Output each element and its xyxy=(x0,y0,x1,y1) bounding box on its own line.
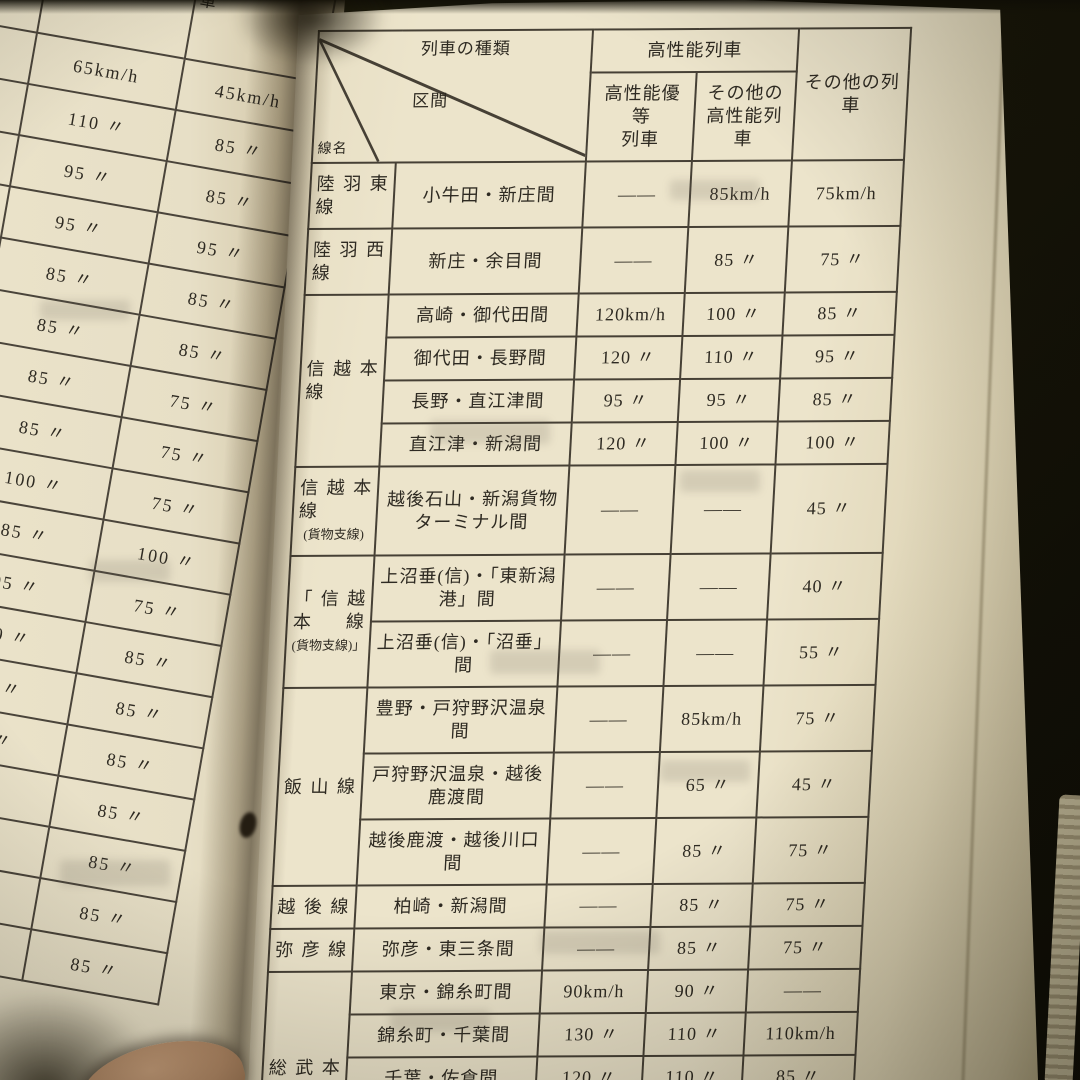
speed-value-cell: ―― xyxy=(553,685,664,753)
header-other-trains: その他の列 車 xyxy=(791,27,912,161)
table-row: 御代田・長野間 120 〃 110 〃 95 〃 xyxy=(300,334,895,381)
table-row: 「信越本線 (貨物支線)」 上沼垂(信)・「東新潟港」間 ―― ―― 40 〃 xyxy=(283,552,883,688)
speed-value-cell: 120 〃 xyxy=(569,421,678,466)
section-cell: 越後鹿渡・越後川口間 xyxy=(356,818,551,886)
page-edge-texture xyxy=(1044,794,1080,1080)
speed-value-cell: ―― xyxy=(546,817,657,885)
show-through-smudge xyxy=(390,1010,490,1032)
header-hp-superior: 高性能優等 列車 xyxy=(585,72,697,162)
show-through-smudge xyxy=(430,420,550,444)
table-row: 錦糸町・千葉間 130 〃 110 〃 110km/h xyxy=(263,1011,858,1058)
table-row: 直江津・新潟間 120 〃 100 〃 100 〃 xyxy=(295,420,890,467)
section-cell: 千葉・佐倉間 xyxy=(345,1056,538,1080)
speed-value-cell: 85 〃 xyxy=(782,291,897,336)
speed-value-cell: 85km/h xyxy=(659,685,764,752)
background-top-shadow xyxy=(0,0,1080,14)
table-row: 越後線 柏崎・新潟間 ―― 85 〃 75 〃 xyxy=(270,882,865,929)
speed-value-cell: 85 〃 xyxy=(777,377,893,422)
speed-value-cell: 55 〃 xyxy=(763,618,880,686)
speed-value-cell: 100 〃 xyxy=(682,292,785,337)
section-cell: 高崎・御代田間 xyxy=(386,293,579,338)
table-row: 長野・直江津間 95 〃 95 〃 85 〃 xyxy=(298,377,893,424)
speed-value-cell: 85 〃 xyxy=(648,926,751,970)
section-cell: 上沼垂(信)・「東新潟港」間 xyxy=(370,554,565,622)
section-cell: 新庄・余目間 xyxy=(388,227,583,295)
gutter-top-shadow xyxy=(236,0,386,66)
speed-value-cell: 110 〃 xyxy=(680,335,783,380)
table-row: 信越本線 高崎・御代田間 120km/h 100 〃 85 〃 xyxy=(295,291,897,467)
speed-value-cell: 120km/h xyxy=(576,293,685,337)
speed-value-cell: 120 〃 xyxy=(535,1055,644,1080)
speed-value-cell: 110 〃 xyxy=(641,1055,744,1080)
speed-value-cell: 110 〃 xyxy=(643,1012,746,1056)
table-row: 陸羽東線 小牛田・新庄間 ―― 85km/h 75km/h xyxy=(308,159,904,229)
speed-value-cell: 75 〃 xyxy=(748,925,863,970)
speed-value-cell: 75 〃 xyxy=(784,225,901,293)
speed-value-cell: 90 〃 xyxy=(645,969,749,1013)
speed-value-cell: 120 〃 xyxy=(574,336,683,380)
speed-value-cell: 90km/h xyxy=(539,969,649,1014)
section-cell: 豊野・戸狩野沢温泉間 xyxy=(363,686,558,754)
section-cell: 小牛田・新庄間 xyxy=(392,161,586,229)
header-train-type: 列車の種類 xyxy=(420,38,512,59)
table-row: 越後鹿渡・越後川口間 ―― 85 〃 75 〃 xyxy=(273,816,869,886)
show-through-smudge xyxy=(40,300,130,320)
show-through-smudge xyxy=(680,470,760,492)
section-cell: 柏崎・新潟間 xyxy=(354,884,547,929)
show-through-smudge xyxy=(670,180,760,200)
speed-table: 列車の種類 区間 線名 高性能列車 その他の列 車高性能優等 列車 その他の 高性能列車陸… xyxy=(255,27,912,1080)
speed-value-cell: 85 〃 xyxy=(652,817,757,884)
speed-value-cell: 45 〃 xyxy=(756,750,872,818)
speed-value-cell: 85 〃 xyxy=(684,226,789,294)
speed-value-cell: 40 〃 xyxy=(767,552,883,620)
header-section: 区間 xyxy=(411,91,449,111)
show-through-smudge xyxy=(90,560,170,582)
show-through-smudge xyxy=(660,760,750,782)
speed-value-cell: ―― xyxy=(578,227,689,294)
show-through-smudge xyxy=(490,650,600,674)
speed-value-cell: ―― xyxy=(564,464,676,555)
header-hp-other: その他の 高性能列車 xyxy=(691,71,797,162)
speed-value-cell: ―― xyxy=(745,968,861,1013)
table-row: 飯山線 豊野・戸狩野沢温泉間 ―― 85km/h 75 〃 xyxy=(272,684,876,886)
speed-value-cell: 75 〃 xyxy=(752,816,869,884)
speed-value-cell: 110km/h xyxy=(743,1011,858,1056)
speed-value-cell: ―― xyxy=(550,751,660,819)
speed-value-cell: 95 〃 xyxy=(571,379,681,423)
table-row: 信越本線 (貨物支線) 越後石山・新潟貨物ターミナル間 ―― ―― 45 〃 xyxy=(290,463,888,556)
section-cell: 弥彦・東三条間 xyxy=(351,927,545,972)
table-row: 千葉・佐倉間 120 〃 110 〃 85 〃 xyxy=(261,1054,856,1080)
section-cell: 越後石山・新潟貨物ターミナル間 xyxy=(374,465,570,556)
section-cell: 戸狩野沢温泉・越後鹿渡間 xyxy=(360,752,554,820)
speed-value-cell: 45 〃 xyxy=(770,463,888,554)
speed-value-cell: 75 〃 xyxy=(759,684,876,752)
page-crease xyxy=(961,8,1006,1080)
speed-value-cell: ―― xyxy=(663,619,768,686)
table-row: 総武本線 東京・錦糸町間 90km/h 90 〃 ―― xyxy=(256,968,861,1080)
speed-value-cell: ―― xyxy=(667,553,771,620)
section-cell: 御代田・長野間 xyxy=(384,336,577,381)
show-through-smudge xyxy=(540,930,660,954)
show-through-smudge xyxy=(60,860,170,886)
speed-value-cell: 100 〃 xyxy=(775,420,890,465)
table-row: 陸羽西線 新庄・余目間 ―― 85 〃 75 〃 xyxy=(304,225,901,295)
speed-value-cell: 85 〃 xyxy=(741,1054,856,1080)
table-row: 戸狩野沢温泉・越後鹿渡間 ―― 65 〃 45 〃 xyxy=(276,750,872,820)
section-cell: 東京・錦糸町間 xyxy=(349,970,543,1015)
header-high-performance: 高性能列車 xyxy=(590,28,800,73)
speed-value-cell: 85 〃 xyxy=(650,883,753,927)
speed-value-cell: 95 〃 xyxy=(677,378,781,422)
section-cell: 長野・直江津間 xyxy=(381,379,575,424)
right-page: 列車の種類 区間 線名 高性能列車 その他の列 車高性能優等 列車 その他の 高性能列車陸… xyxy=(248,0,1038,1080)
speed-value-cell: 100 〃 xyxy=(675,421,778,465)
speed-value-cell: ―― xyxy=(544,883,653,928)
speed-value-cell: 95 〃 xyxy=(780,334,895,379)
speed-value-cell: 130 〃 xyxy=(537,1012,646,1057)
speed-value-cell: ―― xyxy=(561,553,671,621)
speed-value-cell: 75 〃 xyxy=(750,882,865,927)
speed-value-cell: 75km/h xyxy=(788,159,904,227)
